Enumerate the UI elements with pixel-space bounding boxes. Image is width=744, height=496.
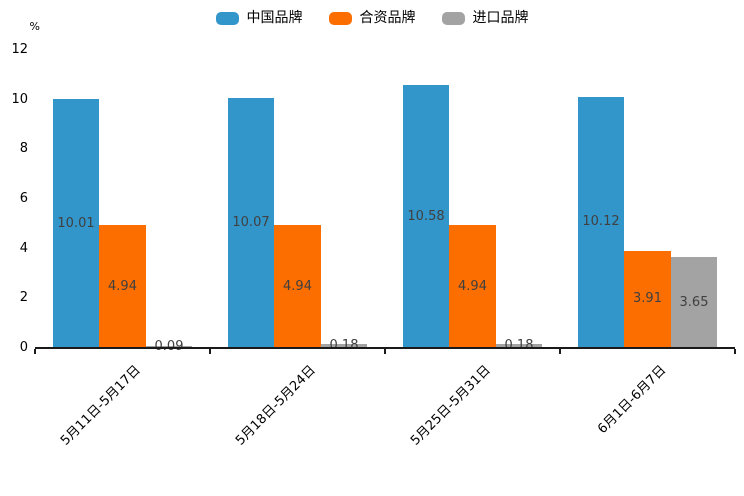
bar-进口品牌-1 [145,345,193,348]
x-tick-label: 5月11日-5月17日 [58,362,144,449]
legend-item-2: 合资品牌 [328,8,416,28]
legend-swatch-icon [441,11,465,25]
bar-value-label: 10.12 [582,214,620,230]
bar-进口品牌-3 [495,343,543,348]
bar-value-label: 10.58 [407,208,445,224]
y-axis-unit-label: % [29,20,40,33]
bar-中国品牌-3 [402,85,450,348]
x-tick-mark [34,349,36,354]
bar-value-label: 0.18 [504,337,534,353]
legend-item-1: 中国品牌 [215,8,303,28]
y-tick-label: 0 [19,340,28,355]
legend-label: 进口品牌 [472,10,529,26]
x-tick-label: 6月1日-6月7日 [594,362,669,437]
x-tick-mark [559,349,561,354]
bar-进口品牌-4 [670,257,718,348]
y-tick-label: 2 [19,290,28,306]
bar-中国品牌-2 [227,97,275,348]
x-tick-label: 5月18日-5月24日 [233,362,319,449]
x-tick-mark [734,349,736,354]
bar-value-label: 3.65 [679,294,709,310]
bar-value-label: 0.09 [136,339,203,355]
y-tick-label: 8 [19,141,28,157]
legend-swatch-icon [215,11,239,25]
x-tick-mark [209,349,211,354]
legend-label: 合资品牌 [359,10,416,26]
bar-value-label: 4.94 [108,278,137,294]
x-tick-label: 5月25日-5月31日 [408,362,494,449]
chart-legend: 中国品牌 合资品牌 进口品牌 [0,8,744,28]
legend-swatch-icon [328,11,352,25]
y-tick-label: 12 [11,42,28,57]
bar-中国品牌-4 [577,96,625,348]
legend-item-3: 进口品牌 [441,8,529,28]
bar-value-label: 10.07 [232,214,270,230]
y-tick-label: 6 [19,191,28,206]
bar-value-label: 10.01 [57,215,95,231]
bar-合资品牌-4 [624,250,671,348]
bar-value-label: 3.91 [633,291,662,307]
bar-value-label: 4.94 [283,278,312,294]
bar-合资品牌-1 [99,225,146,348]
y-tick-label: 4 [19,240,28,256]
bar-合资品牌-3 [449,225,496,348]
bar-value-label: 4.94 [458,278,487,294]
bar-进口品牌-2 [320,343,368,348]
bar-合资品牌-2 [274,225,321,348]
bar-value-label: 0.18 [329,337,359,353]
x-axis-line [35,347,735,349]
y-tick-label: 10 [11,91,28,107]
bar-中国品牌-1 [52,99,100,348]
x-tick-mark [384,349,386,354]
legend-label: 中国品牌 [246,10,303,26]
